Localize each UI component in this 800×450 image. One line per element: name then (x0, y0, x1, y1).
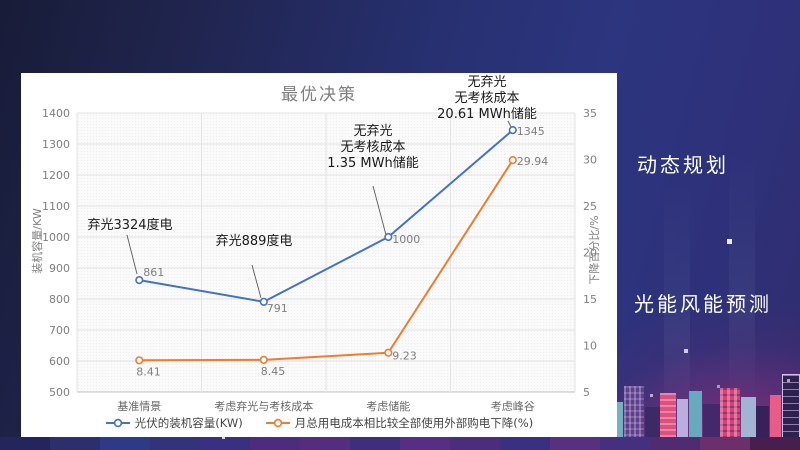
y-tick-left: 1200 (42, 169, 70, 182)
y-tick-left: 1100 (42, 200, 70, 213)
city-skyline-decoration (610, 360, 800, 440)
building-shape (624, 386, 644, 440)
data-point (135, 356, 144, 365)
legend-label: 光伏的装机容量(KW) (134, 416, 243, 430)
legend-marker-blue (105, 418, 130, 428)
data-label: 29.94 (517, 155, 549, 168)
annotation-curtailment-889: 弃光889度电 (216, 234, 293, 250)
star-dot-decoration (717, 385, 720, 388)
y-tick-left: 700 (49, 324, 70, 337)
legend-label: 月总用电成本相比较全部使用外部购电下降(%) (294, 416, 534, 430)
x-tick-label: 考虑弃光与考核成本 (214, 399, 313, 413)
annotation-line: 弃光889度电 (215, 234, 293, 249)
annotation-leader-line (507, 120, 512, 128)
data-point (259, 297, 268, 306)
annotation-line: 无考核成本 (454, 91, 520, 106)
data-point (259, 355, 268, 365)
data-point (508, 155, 517, 165)
y-axis-title-left: 装机容量/KW (31, 208, 44, 274)
y-tick-left: 1300 (42, 138, 70, 151)
y-tick-right: 35 (583, 107, 597, 120)
star-dot-decoration (684, 349, 688, 353)
chart-legend: 光伏的装机容量(KW) 月总用电成本相比较全部使用外部购电下降(%) (21, 415, 617, 431)
data-point (135, 276, 144, 285)
annotation-storage-20-61: 无弃光 无考核成本 20.61 MWh储能 (437, 75, 537, 123)
legend-item-capacity: 光伏的装机容量(KW) (105, 415, 243, 431)
building-shape (770, 395, 781, 440)
legend-marker-orange (265, 418, 290, 428)
y-tick-right: 30 (583, 154, 597, 167)
y-tick-right: 5 (583, 386, 590, 399)
data-label: 861 (143, 266, 164, 279)
chart-panel: 最优决策 装机容量/KW 下降百分比/% 500 600 700 800 900 1000… (21, 73, 617, 437)
side-label-energy-forecast: 光能风能预测 (634, 292, 772, 316)
annotation-leader-line (126, 234, 138, 275)
annotation-line: 20.61 MWh储能 (437, 107, 537, 122)
annotation-storage-1-35: 无弃光 无考核成本 1.35 MWh储能 (327, 124, 418, 172)
data-point (508, 125, 517, 135)
y-tick-left: 800 (49, 293, 70, 306)
building-shape (645, 407, 660, 440)
star-dot-decoration (727, 239, 732, 244)
y-tick-right: 15 (583, 293, 597, 306)
legend-item-cost-drop: 月总用电成本相比较全部使用外部购电下降(%) (265, 415, 533, 431)
building-shape (720, 388, 740, 440)
y-axis-title-right: 下降百分比/% (588, 215, 601, 285)
annotation-leader-line (372, 185, 387, 236)
data-point (384, 232, 393, 242)
x-tick-label: 基准情景 (117, 400, 161, 413)
y-tick-left: 1400 (42, 107, 70, 120)
y-tick-left: 500 (49, 386, 70, 399)
annotation-line: 无弃光 (467, 75, 507, 90)
y-tick-right: 10 (583, 340, 597, 353)
building-shape (703, 404, 720, 440)
y-tick-left: 1000 (42, 231, 70, 244)
chart-title: 最优决策 (281, 85, 357, 105)
side-label-dynamic-programming: 动态规划 (637, 153, 729, 177)
series-line (139, 129, 514, 303)
star-dot-decoration (222, 436, 225, 439)
bottom-strip-decoration (0, 437, 800, 450)
star-dot-decoration (787, 379, 790, 382)
data-label: 1345 (517, 125, 545, 138)
data-label: 9.23 (392, 350, 417, 363)
building-shape (660, 393, 676, 440)
data-label: 8.41 (136, 365, 161, 378)
star-dot-decoration (650, 394, 653, 397)
annotation-leader-line (251, 264, 262, 299)
data-label: 8.45 (261, 365, 286, 378)
light-beam-decoration (729, 150, 755, 410)
x-tick-label: 考虑峰谷 (491, 400, 535, 413)
annotation-line: 无考核成本 (340, 140, 406, 155)
series-line (139, 159, 514, 362)
x-tick-label: 考虑储能 (366, 399, 410, 413)
building-shape (741, 397, 756, 440)
building-shape (689, 391, 702, 440)
line-chart: 500 600 700 800 900 1000 1100 1200 1300 1400 5 10 15… (42, 107, 597, 413)
annotation-line: 1.35 MWh储能 (327, 156, 419, 171)
data-label: 1000 (392, 233, 420, 246)
building-shape (782, 374, 800, 440)
y-tick-right: 25 (583, 200, 597, 213)
building-shape (677, 399, 688, 440)
building-shape (756, 406, 769, 440)
data-point (384, 348, 393, 357)
annotation-curtailment-3324: 弃光3324度电 (87, 218, 172, 234)
data-label: 791 (267, 302, 288, 315)
annotation-line: 无弃光 (353, 124, 393, 139)
y-tick-right: 20 (583, 247, 597, 260)
y-tick-left: 600 (49, 355, 70, 368)
annotation-line: 弃光3324度电 (87, 218, 173, 233)
y-tick-left: 900 (49, 262, 70, 275)
